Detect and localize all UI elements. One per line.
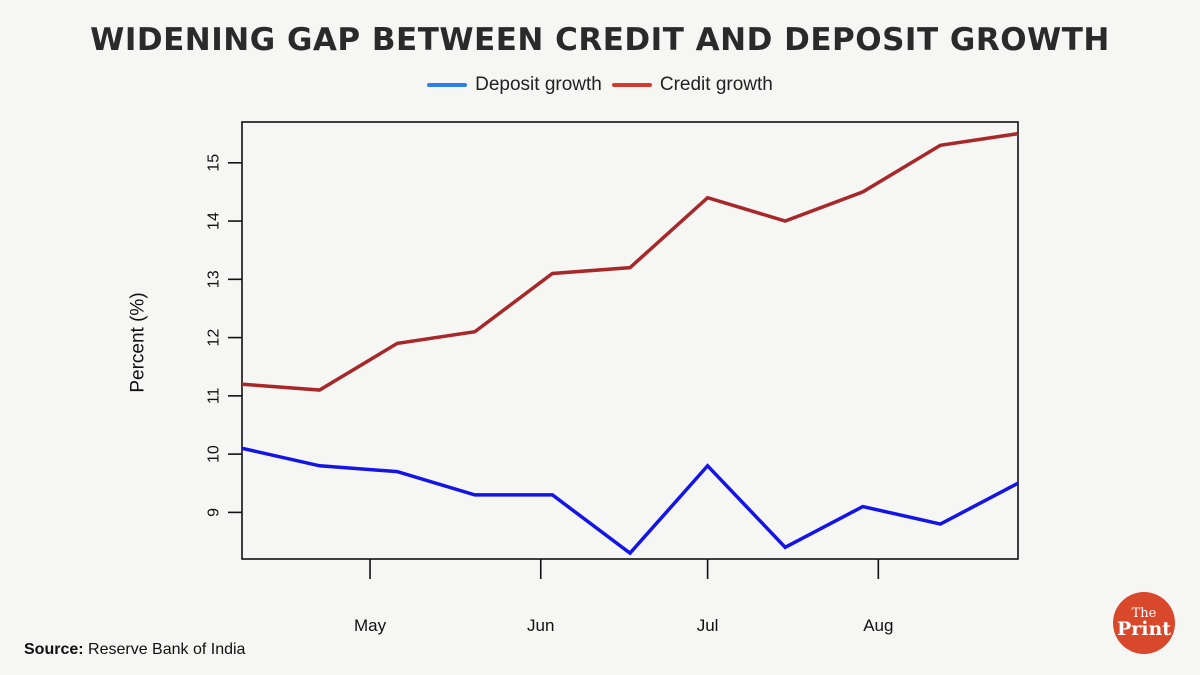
- y-tick-label: 10: [206, 445, 223, 463]
- logo-print-text: Print: [1116, 618, 1172, 640]
- y-tick-label: 11: [206, 387, 223, 404]
- legend-item-credit: Credit growth: [611, 74, 773, 96]
- y-axis-title: Percent (%): [128, 292, 149, 392]
- y-tick-label: 14: [206, 212, 223, 230]
- y-tick-label: 9: [206, 508, 223, 517]
- legend-swatch-credit: [611, 83, 652, 87]
- y-tick-label: 13: [206, 270, 223, 288]
- legend-swatch-deposit: [427, 83, 468, 87]
- legend-item-deposit: Deposit growth: [427, 74, 602, 96]
- deposit-growth-line: [241, 446, 1019, 556]
- plot-frame: [241, 121, 1019, 560]
- x-tick-label-may: May: [354, 616, 387, 635]
- source-label: Source:: [24, 641, 84, 658]
- chart-title: WIDENING GAP BETWEEN CREDIT AND DEPOSIT …: [90, 22, 1110, 58]
- source-note: Source: Reserve Bank of India: [24, 641, 245, 659]
- chart-legend: Deposit growth Credit growth: [0, 74, 1200, 96]
- x-tick-label-aug: Aug: [863, 616, 893, 635]
- y-tick-label: 12: [206, 329, 223, 347]
- y-tick-label: 15: [206, 154, 223, 172]
- legend-label-credit: Credit growth: [659, 74, 773, 95]
- source-text: Reserve Bank of India: [83, 641, 246, 658]
- theprint-logo: The Print: [1113, 592, 1175, 654]
- x-tick-label-jul: Jul: [697, 616, 719, 635]
- x-tick-label-jun: Jun: [527, 616, 554, 635]
- legend-label-deposit: Deposit growth: [475, 74, 602, 95]
- logo-the-text: The: [1131, 606, 1157, 621]
- credit-growth-line: [241, 131, 1019, 392]
